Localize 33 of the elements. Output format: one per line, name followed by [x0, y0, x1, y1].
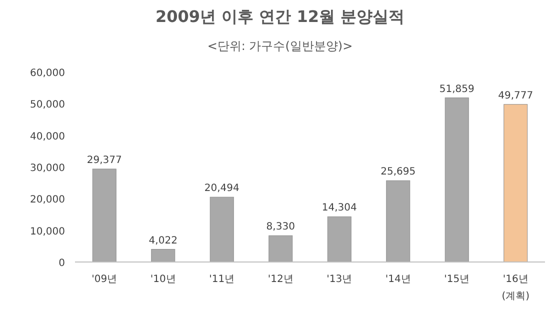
x-tick-label: '12년: [268, 274, 294, 285]
data-label: 25,695: [380, 166, 416, 178]
bar: [327, 216, 352, 262]
x-tick-label: '13년: [326, 274, 352, 285]
x-tick-label: '14년: [385, 274, 411, 285]
y-tick-label: 60,000: [30, 68, 65, 79]
x-tick-label: '11년: [209, 274, 235, 285]
data-label: 4,022: [148, 235, 178, 246]
data-label: 20,494: [204, 183, 240, 194]
bar: [386, 180, 410, 262]
data-label: 49,777: [498, 90, 534, 102]
y-tick-label: 20,000: [30, 194, 65, 206]
bar: [92, 168, 116, 262]
chart-title: 2009년 이후 연간 12월 분양실적: [155, 7, 405, 26]
x-tick-label: '16년 (계획): [502, 274, 530, 302]
data-label: 51,859: [439, 84, 474, 95]
x-tick-label: '09년: [92, 274, 118, 285]
data-label: 14,304: [322, 202, 357, 214]
data-label: 29,377: [86, 154, 122, 166]
data-label: 8,330: [266, 222, 295, 233]
y-tick-label: 10,000: [30, 226, 65, 238]
y-tick-label: 50,000: [30, 100, 65, 111]
x-tick-label: '10년: [150, 274, 176, 285]
bar: [444, 98, 469, 262]
bar: [504, 104, 528, 262]
y-tick-label: 0: [58, 258, 65, 269]
bar: [151, 249, 176, 262]
y-tick-label: 40,000: [30, 131, 65, 142]
bar: [210, 196, 234, 262]
y-tick-label: 30,000: [30, 163, 65, 174]
chart-subtitle: <단위: 가구수(일반분양)>: [207, 39, 353, 53]
bar: [268, 235, 293, 262]
x-tick-label: '15년: [444, 274, 470, 285]
